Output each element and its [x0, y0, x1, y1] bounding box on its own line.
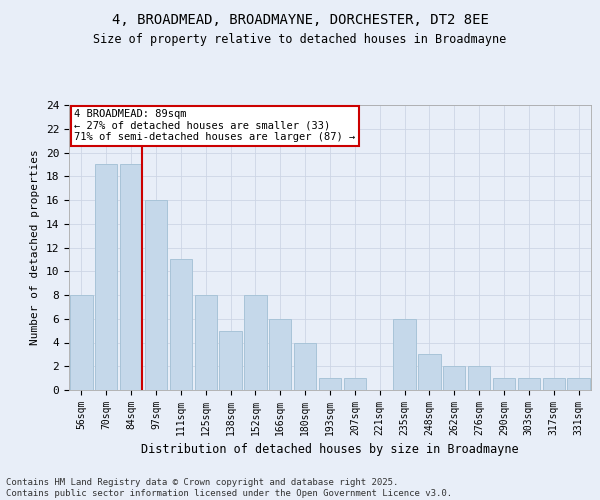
- Bar: [518, 378, 540, 390]
- Text: 4 BROADMEAD: 89sqm
← 27% of detached houses are smaller (33)
71% of semi-detache: 4 BROADMEAD: 89sqm ← 27% of detached hou…: [74, 110, 355, 142]
- Y-axis label: Number of detached properties: Number of detached properties: [30, 150, 40, 346]
- Bar: [220, 330, 242, 390]
- Bar: [170, 260, 192, 390]
- Bar: [493, 378, 515, 390]
- Bar: [468, 366, 490, 390]
- Bar: [95, 164, 118, 390]
- Bar: [70, 295, 92, 390]
- Text: Size of property relative to detached houses in Broadmayne: Size of property relative to detached ho…: [94, 32, 506, 46]
- Bar: [145, 200, 167, 390]
- Text: 4, BROADMEAD, BROADMAYNE, DORCHESTER, DT2 8EE: 4, BROADMEAD, BROADMAYNE, DORCHESTER, DT…: [112, 12, 488, 26]
- Bar: [443, 366, 466, 390]
- Bar: [120, 164, 142, 390]
- Bar: [319, 378, 341, 390]
- Bar: [344, 378, 366, 390]
- Bar: [294, 342, 316, 390]
- Bar: [194, 295, 217, 390]
- Bar: [542, 378, 565, 390]
- X-axis label: Distribution of detached houses by size in Broadmayne: Distribution of detached houses by size …: [141, 444, 519, 456]
- Bar: [244, 295, 266, 390]
- Text: Contains HM Land Registry data © Crown copyright and database right 2025.
Contai: Contains HM Land Registry data © Crown c…: [6, 478, 452, 498]
- Bar: [269, 319, 292, 390]
- Bar: [418, 354, 440, 390]
- Bar: [394, 319, 416, 390]
- Bar: [568, 378, 590, 390]
